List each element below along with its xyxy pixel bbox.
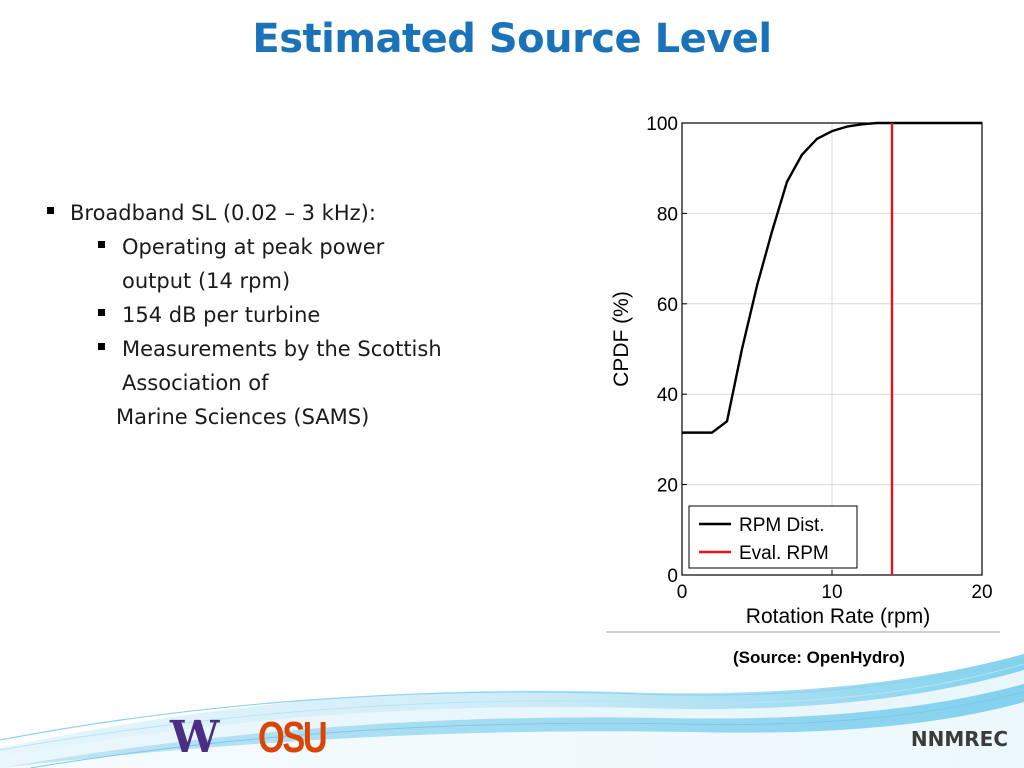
x-axis-label: Rotation Rate (rpm) [746,605,930,628]
y-tick-label: 60 [657,295,678,316]
series-line-rpm-dist [682,121,982,434]
chart-svg: 0 10 20 0 20 40 60 80 100 Rotation Rate (rpm) CPDF… [610,114,993,628]
sub-bullet-line: Association of [122,371,269,395]
sub-bullet-list: Operating at peak power output (14 rpm) … [44,230,514,400]
source-caption: (Source: OpenHydro) [733,648,905,667]
sub-bullet-line: output (14 rpm) [122,269,291,293]
sub-bullet-line: Operating at peak power [122,235,385,259]
sub-bullet-sams: Measurements by the Scottish Association… [96,332,514,400]
sub-bullet-db-per-turbine: 154 dB per turbine [96,298,514,332]
y-tick-label: 40 [657,385,678,406]
legend-label: Eval. RPM [739,543,829,564]
org-name: NNMREC [910,727,1008,751]
y-axis-label: CPDF (%) [610,291,633,387]
slide-title: Estimated Source Level [252,16,772,62]
x-tick-label: 0 [677,582,688,603]
osu-logo: OSU [258,713,328,762]
x-tick-label: 20 [971,582,992,603]
cpdf-chart: 0 10 20 0 20 40 60 80 100 Rotation Rate (rpm) CPDF… [606,104,1000,632]
uw-logo: W [170,712,219,763]
y-tick-label: 0 [667,566,678,587]
legend-label: RPM Dist. [739,515,825,536]
y-tick-label: 20 [657,476,678,497]
x-tick-label: 10 [821,582,842,603]
y-tick-label: 80 [657,204,678,225]
y-tick-label: 100 [646,114,678,135]
sub-bullet-line: Measurements by the Scottish [122,337,442,361]
footer-wave-decoration [0,654,1024,768]
sub-bullet-line: 154 dB per turbine [122,303,321,327]
bullet-broadband-sl: Broadband SL (0.02 – 3 kHz): [44,196,514,230]
bullet-continuation: Marine Sciences (SAMS) [116,405,370,429]
legend-box [688,505,858,569]
chart-divider [606,631,1000,633]
sub-bullet-peak-power: Operating at peak power output (14 rpm) [96,230,514,298]
bullet-list: Broadband SL (0.02 – 3 kHz): Operating a… [44,196,514,434]
